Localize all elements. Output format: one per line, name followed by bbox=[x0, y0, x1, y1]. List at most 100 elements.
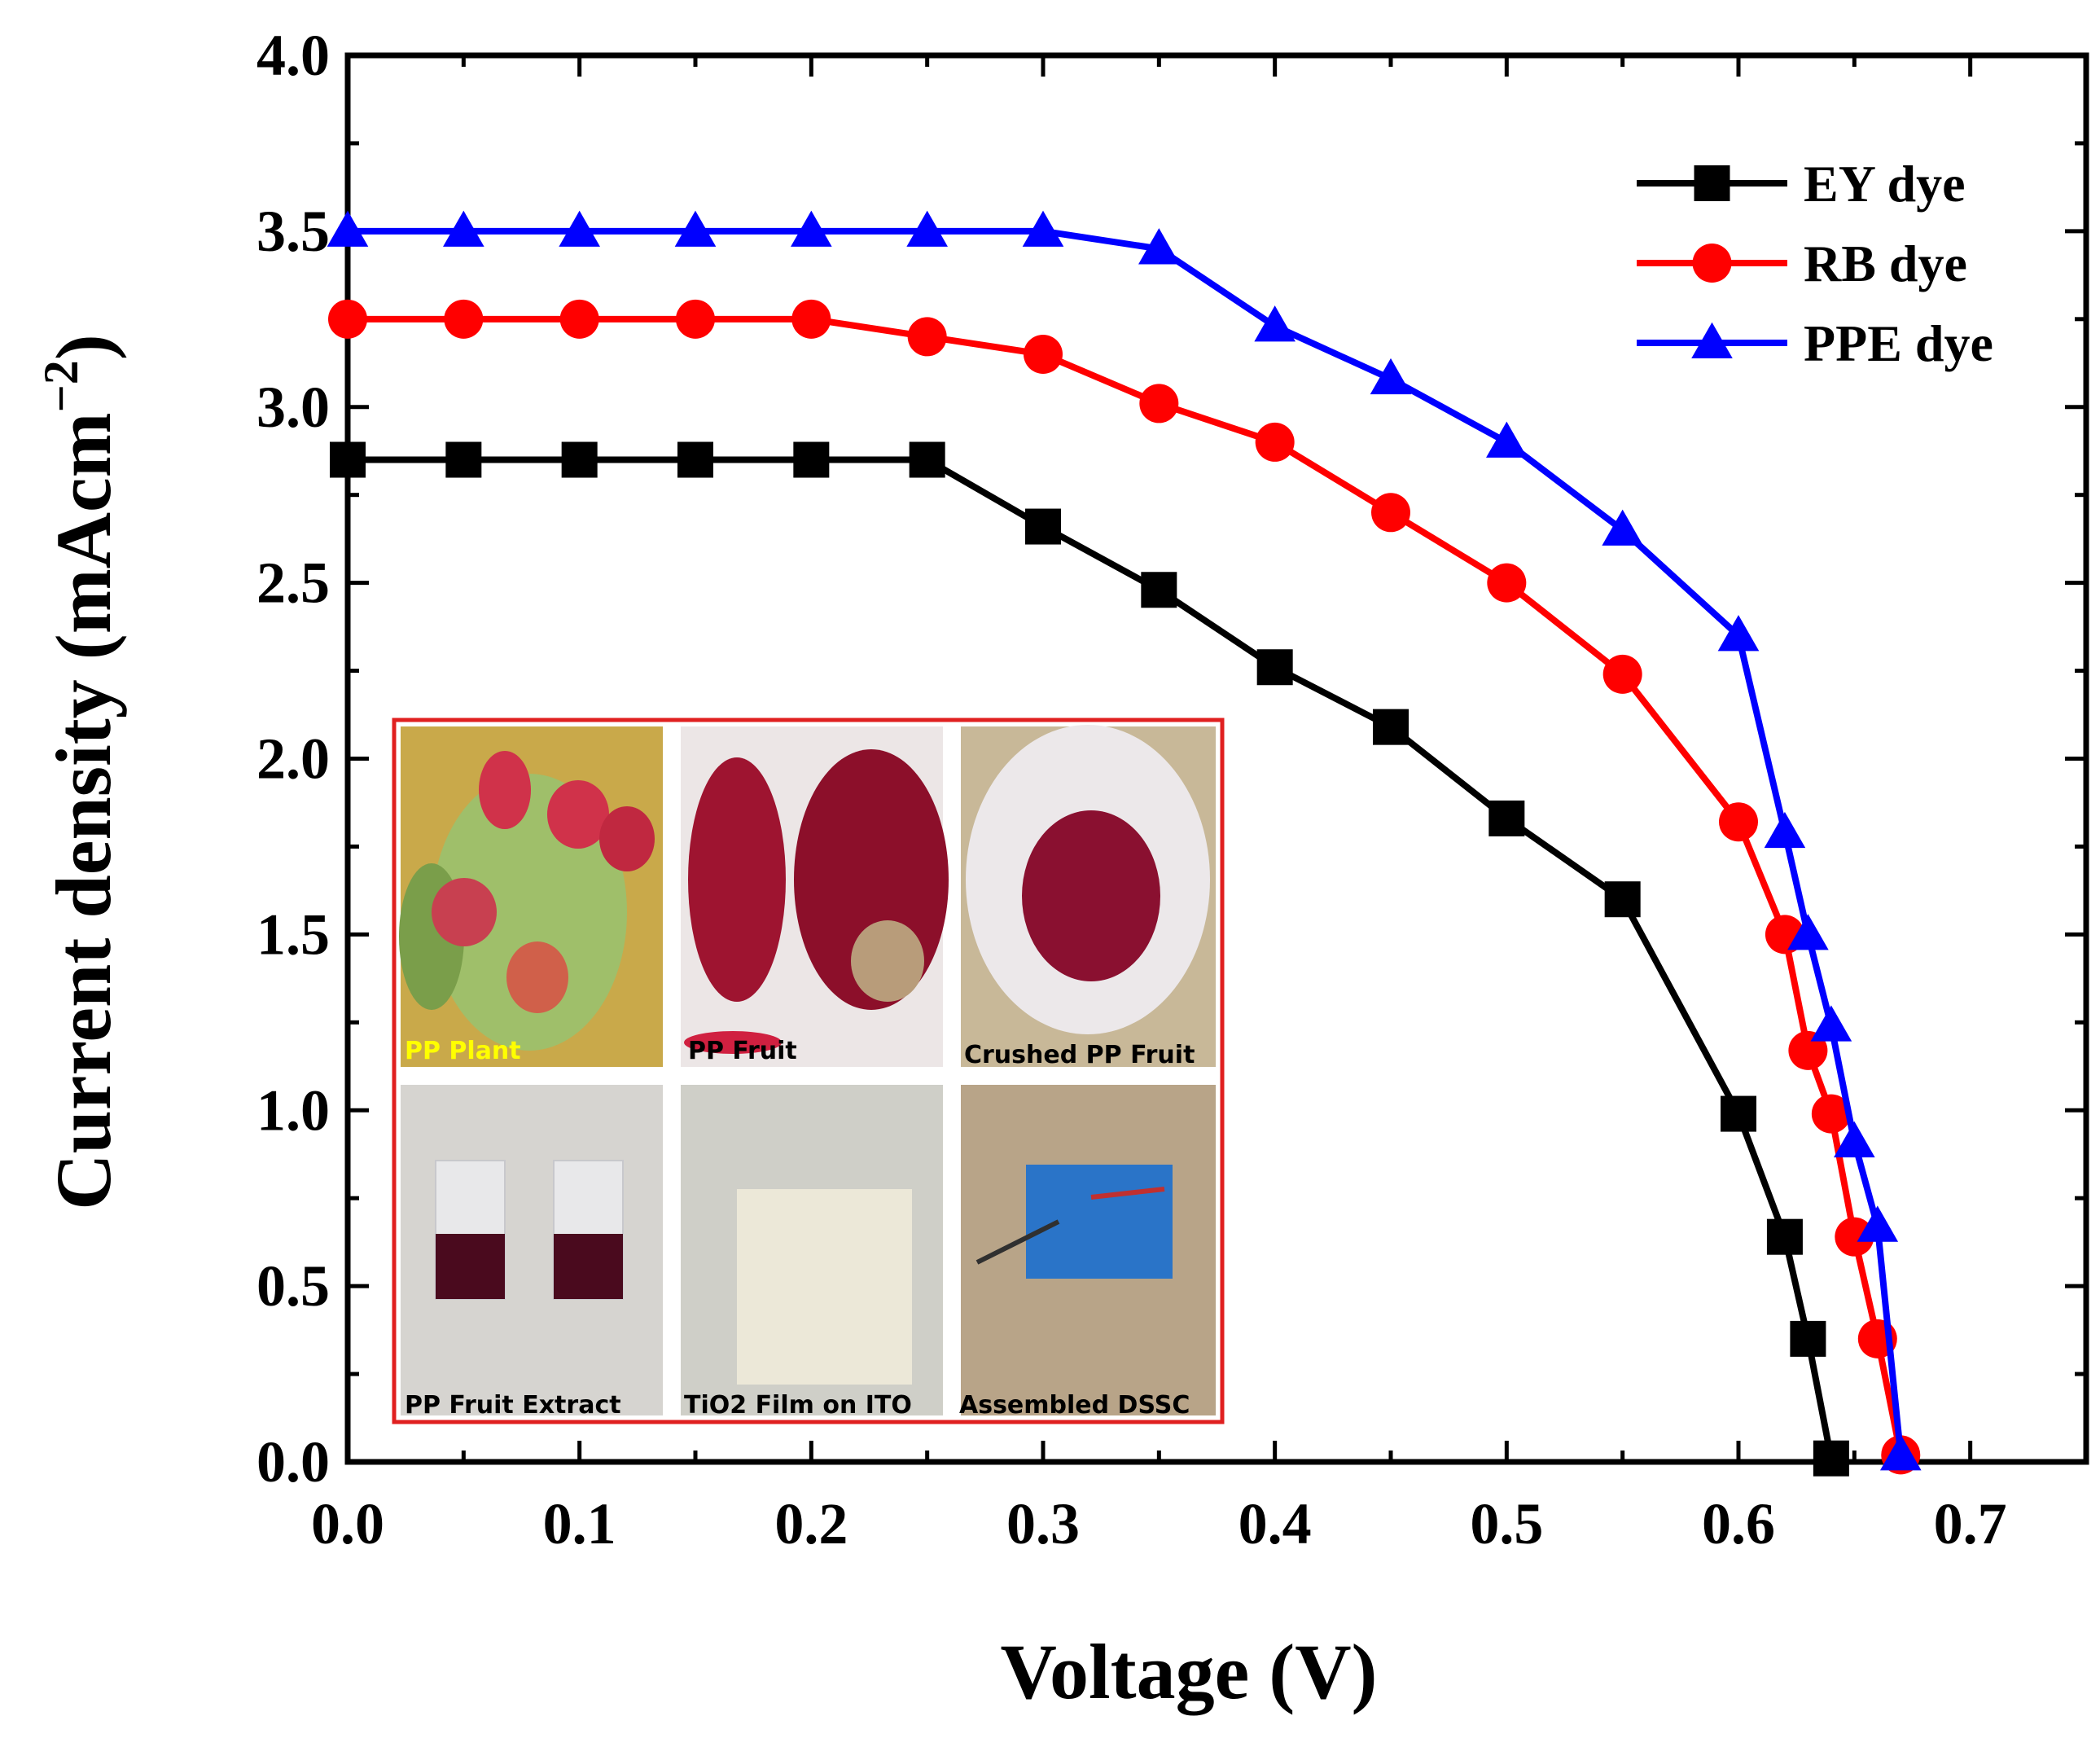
fruit-half-icon bbox=[688, 757, 786, 1002]
legend-label: EY dye bbox=[1804, 155, 1966, 213]
panel-pp-fruit: PP Fruit bbox=[681, 726, 949, 1067]
data-point-square bbox=[1256, 649, 1293, 686]
data-point-square bbox=[1790, 1320, 1826, 1357]
y-tick-label: 3.0 bbox=[256, 375, 330, 440]
series-ey-dye bbox=[330, 441, 1849, 1477]
x-tick-label: 0.5 bbox=[1470, 1491, 1543, 1556]
cactus-fruit-icon bbox=[432, 878, 497, 946]
x-tick-label: 0.6 bbox=[1702, 1491, 1775, 1556]
panel-caption: TiO2 Film on ITO bbox=[684, 1391, 912, 1420]
data-point-circle bbox=[1371, 493, 1410, 533]
cactus-fruit-icon bbox=[479, 751, 531, 829]
legend-marker-circle bbox=[1692, 244, 1732, 283]
data-point-triangle bbox=[443, 210, 484, 247]
data-point-triangle bbox=[906, 210, 948, 247]
data-point-circle bbox=[1487, 563, 1527, 603]
x-tick-label: 0.4 bbox=[1239, 1491, 1312, 1556]
data-point-triangle bbox=[791, 210, 832, 247]
legend-label: RB dye bbox=[1804, 235, 1967, 292]
panel-pp-plant: PP Plant bbox=[399, 726, 663, 1067]
data-point-square bbox=[909, 441, 945, 478]
panel-assembled-dssc: Assembled DSSC bbox=[959, 1085, 1216, 1420]
data-point-circle bbox=[1835, 1217, 1874, 1257]
device-box-icon bbox=[1026, 1165, 1173, 1279]
legend: EY dye RB dye PPE dye bbox=[1637, 155, 1993, 372]
data-point-triangle bbox=[1486, 421, 1528, 458]
data-point-circle bbox=[444, 299, 484, 339]
x-tick-labels: 0.0 0.1 0.2 0.3 0.4 0.5 0.6 0.7 bbox=[311, 1491, 2007, 1556]
panel-tio2-film: TiO2 Film on ITO bbox=[681, 1085, 943, 1420]
x-tick-label: 0.3 bbox=[1006, 1491, 1080, 1556]
y-axis-title-superscript: −2 bbox=[34, 360, 88, 412]
legend-marker-triangle bbox=[1691, 322, 1733, 358]
data-point-triangle bbox=[1787, 914, 1829, 950]
crushed-fruit-icon bbox=[1022, 810, 1160, 981]
data-point-circle bbox=[1602, 654, 1642, 694]
x-tick-label: 0.0 bbox=[311, 1491, 384, 1556]
panel-caption: PP Fruit Extract bbox=[405, 1391, 621, 1420]
data-point-circle bbox=[1719, 802, 1758, 842]
wire-icon bbox=[975, 1219, 1060, 1265]
wire-icon bbox=[1090, 1187, 1165, 1200]
y-tick-label: 1.0 bbox=[256, 1077, 330, 1143]
cactus-fruit-icon bbox=[547, 780, 609, 849]
y-axis-title-main: Current density (mAcm bbox=[40, 412, 127, 1209]
data-point-circle bbox=[1139, 384, 1179, 424]
data-point-circle bbox=[791, 299, 831, 339]
data-point-square bbox=[1604, 881, 1641, 918]
data-point-triangle bbox=[1370, 358, 1412, 395]
series-ppe-dye bbox=[327, 210, 1922, 1471]
film-icon bbox=[737, 1189, 912, 1385]
data-point-triangle bbox=[674, 210, 717, 247]
panel-crushed-fruit: Crushed PP Fruit bbox=[961, 725, 1216, 1069]
data-point-circle bbox=[559, 299, 599, 339]
panel-fruit-extract: PP Fruit Extract bbox=[401, 1085, 663, 1420]
y-tick-label: 2.0 bbox=[256, 726, 330, 792]
fruit-skin-icon bbox=[851, 920, 924, 1002]
y-axis-title-close: ) bbox=[40, 334, 127, 360]
data-point-triangle bbox=[1717, 615, 1760, 652]
y-tick-label: 0.5 bbox=[256, 1253, 330, 1319]
x-tick-label: 0.2 bbox=[774, 1491, 848, 1556]
vial-liquid-icon bbox=[436, 1234, 505, 1299]
data-point-triangle bbox=[1857, 1205, 1899, 1242]
cactus-fruit-icon bbox=[506, 941, 568, 1013]
data-point-square bbox=[1813, 1440, 1849, 1477]
data-point-circle bbox=[1811, 1094, 1851, 1134]
y-tick-label: 2.5 bbox=[256, 551, 330, 616]
y-axis-title: Current density (mAcm−2) bbox=[34, 334, 127, 1210]
data-point-square bbox=[1721, 1095, 1756, 1132]
data-point-triangle bbox=[327, 210, 369, 247]
cactus-fruit-icon bbox=[599, 806, 655, 871]
y-tick-label: 4.0 bbox=[256, 23, 330, 88]
data-point-square bbox=[445, 441, 482, 478]
y-tick-label: 0.0 bbox=[256, 1429, 330, 1494]
data-point-square bbox=[1488, 800, 1525, 836]
data-point-circle bbox=[1255, 422, 1295, 462]
legend-marker-square bbox=[1694, 165, 1730, 201]
data-point-square bbox=[1141, 572, 1177, 608]
y-tick-label: 3.5 bbox=[256, 199, 330, 264]
data-point-square bbox=[677, 441, 713, 478]
data-point-triangle bbox=[1764, 811, 1806, 849]
data-point-triangle bbox=[1834, 1121, 1875, 1158]
data-point-triangle bbox=[1879, 1434, 1922, 1471]
panel-caption: Assembled DSSC bbox=[959, 1391, 1190, 1420]
data-point-circle bbox=[907, 317, 947, 357]
vial-liquid-icon bbox=[554, 1234, 623, 1299]
x-axis-title: Voltage (V) bbox=[1000, 1628, 1377, 1715]
y-tick-labels: 0.0 0.5 1.0 1.5 2.0 2.5 3.0 3.5 4.0 bbox=[256, 23, 330, 1494]
data-point-triangle bbox=[559, 210, 600, 247]
data-point-square bbox=[1766, 1218, 1803, 1255]
x-tick-label: 0.1 bbox=[543, 1491, 616, 1556]
data-series bbox=[327, 210, 1922, 1477]
panel-caption: PP Plant bbox=[405, 1037, 521, 1065]
panel-caption: PP Fruit bbox=[688, 1037, 797, 1065]
juice-drop-icon bbox=[684, 1031, 782, 1054]
inset-photo-panel: PP Plant PP Fruit Crushed PP Fruit PP Fr… bbox=[392, 718, 1225, 1424]
x-tick-label: 0.7 bbox=[1934, 1491, 2007, 1556]
y-tick-label: 1.5 bbox=[256, 902, 330, 967]
data-point-square bbox=[793, 441, 830, 478]
legend-label: PPE dye bbox=[1804, 314, 1993, 372]
